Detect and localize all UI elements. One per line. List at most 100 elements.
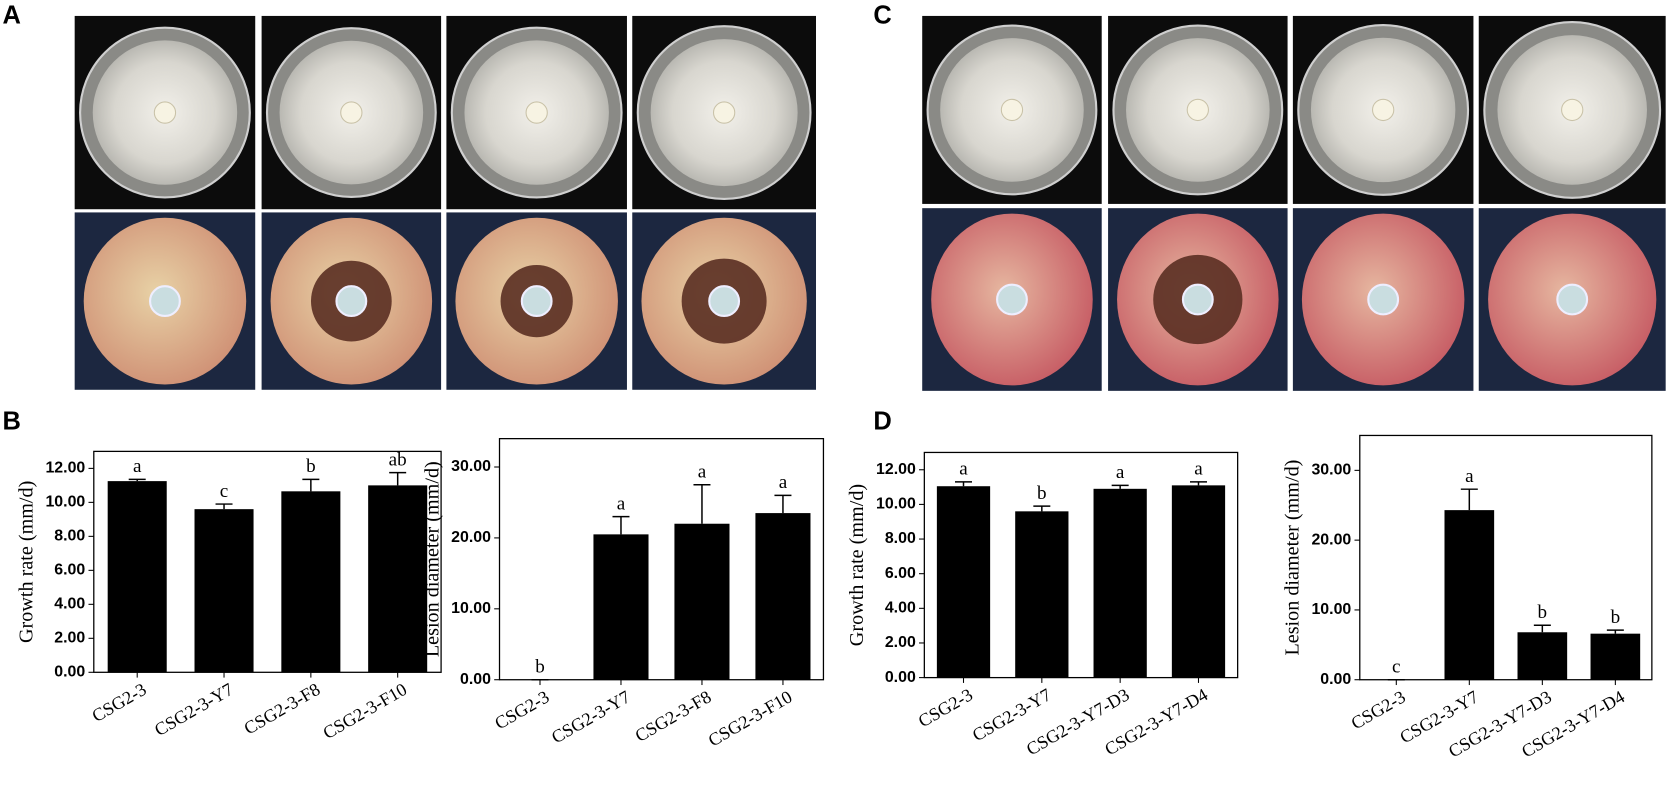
plot-frame <box>1359 434 1653 681</box>
significance-letter: a <box>779 472 788 493</box>
significance-letter: a <box>133 456 142 477</box>
bar <box>107 481 167 673</box>
y-tick-label: 0.00 <box>1320 671 1351 688</box>
significance-letter: b <box>1611 607 1621 628</box>
error-bar <box>1533 624 1551 633</box>
x-tick-label: CSG2-3-F8 <box>632 686 715 745</box>
x-tick-label: CSG2-3 <box>89 679 150 726</box>
inoculum <box>149 285 181 318</box>
y-tick-label: 2.00 <box>885 634 916 651</box>
bar <box>1015 511 1069 678</box>
y-tick-label: 2.00 <box>54 630 85 647</box>
plot-frame <box>498 438 825 681</box>
y-tick-label: 10.00 <box>876 496 916 513</box>
bar <box>1590 633 1641 680</box>
bar <box>593 534 649 680</box>
y-tick-label: 30.00 <box>1311 462 1351 479</box>
inoculum <box>520 285 553 318</box>
significance-letter: a <box>1465 466 1474 487</box>
y-tick-label: 0.00 <box>885 669 916 686</box>
significance-letter: a <box>1116 462 1125 483</box>
inoculum <box>1372 98 1395 122</box>
inoculum <box>153 101 177 124</box>
y-axis-label: Growth rate (mm/d) <box>846 484 868 646</box>
panel-label: A <box>2 2 20 30</box>
error-bar <box>1606 629 1624 634</box>
significance-letter: c <box>220 481 228 502</box>
y-tick-label: 10.00 <box>45 494 85 511</box>
error-bar <box>128 478 146 482</box>
significance-letter: a <box>617 493 626 514</box>
x-tick-label: CSG2-3 <box>915 684 976 731</box>
significance-letter: a <box>959 459 968 480</box>
inoculum <box>1367 283 1400 316</box>
plot-frame <box>93 450 442 673</box>
significance-letter: ab <box>389 449 407 470</box>
error-bar <box>1111 484 1129 489</box>
error-bar <box>955 481 972 487</box>
x-tick-label: CSG2-3-F10 <box>319 679 410 743</box>
y-tick-label: 12.00 <box>45 460 85 477</box>
y-tick-label: 0.00 <box>54 663 85 680</box>
inoculum <box>1000 98 1024 122</box>
y-tick-label: 10.00 <box>451 600 491 617</box>
inoculum <box>1556 283 1589 316</box>
plot-frame <box>923 451 1239 679</box>
y-tick-label: 30.00 <box>451 458 491 475</box>
bar <box>368 485 428 673</box>
y-tick-label: 6.00 <box>54 562 85 579</box>
error-bar <box>693 483 711 524</box>
y-tick-label: 4.00 <box>885 600 916 617</box>
panel-label: B <box>2 407 20 435</box>
error-bar <box>1460 488 1478 511</box>
error-bar <box>302 478 320 492</box>
bar <box>755 513 811 680</box>
significance-letter: b <box>1538 602 1548 623</box>
y-axis-label: Lesion diameter (mm/d) <box>421 461 443 657</box>
y-tick-label: 12.00 <box>876 461 916 478</box>
y-tick-label: 10.00 <box>1311 601 1351 618</box>
significance-letter: b <box>306 456 316 477</box>
inoculum <box>1561 98 1584 122</box>
error-bar <box>389 471 407 486</box>
panel-label: C <box>873 2 891 30</box>
y-axis-label: Growth rate (mm/d) <box>16 481 38 643</box>
bar <box>1171 485 1226 678</box>
significance-letter: b <box>1037 483 1047 504</box>
bar <box>281 491 341 673</box>
x-tick-label: CSG2-3-F8 <box>240 679 323 738</box>
inoculum <box>1186 98 1209 122</box>
panel-label: D <box>873 407 891 435</box>
significance-letter: b <box>535 656 545 677</box>
error-bar <box>612 515 630 535</box>
bar <box>936 486 991 678</box>
bar <box>1093 488 1147 678</box>
inoculum <box>335 285 368 318</box>
inoculum <box>708 285 741 318</box>
inoculum <box>996 283 1028 316</box>
error-bar <box>1189 481 1207 486</box>
bar <box>194 509 254 673</box>
significance-letter: c <box>1392 656 1400 677</box>
bar <box>674 523 730 680</box>
x-tick-label: CSG2-3-Y7 <box>548 686 634 747</box>
inoculum <box>340 101 363 124</box>
significance-letter: a <box>698 461 707 482</box>
error-bar <box>1033 505 1051 512</box>
significance-letter: a <box>1194 459 1203 480</box>
x-tick-label: CSG2-3-Y7 <box>151 679 237 740</box>
x-tick-label: CSG2-3 <box>491 686 552 733</box>
y-tick-label: 20.00 <box>1311 531 1351 548</box>
y-tick-label: 8.00 <box>885 530 916 547</box>
y-tick-label: 0.00 <box>460 671 491 688</box>
inoculum <box>712 101 736 124</box>
error-bar <box>215 503 233 510</box>
y-tick-label: 6.00 <box>885 565 916 582</box>
inoculum <box>1181 283 1214 316</box>
x-tick-label: CSG2-3 <box>1348 686 1409 733</box>
y-tick-label: 4.00 <box>54 596 85 613</box>
error-bar <box>774 494 792 514</box>
y-tick-label: 20.00 <box>451 529 491 546</box>
bar <box>1444 510 1495 680</box>
